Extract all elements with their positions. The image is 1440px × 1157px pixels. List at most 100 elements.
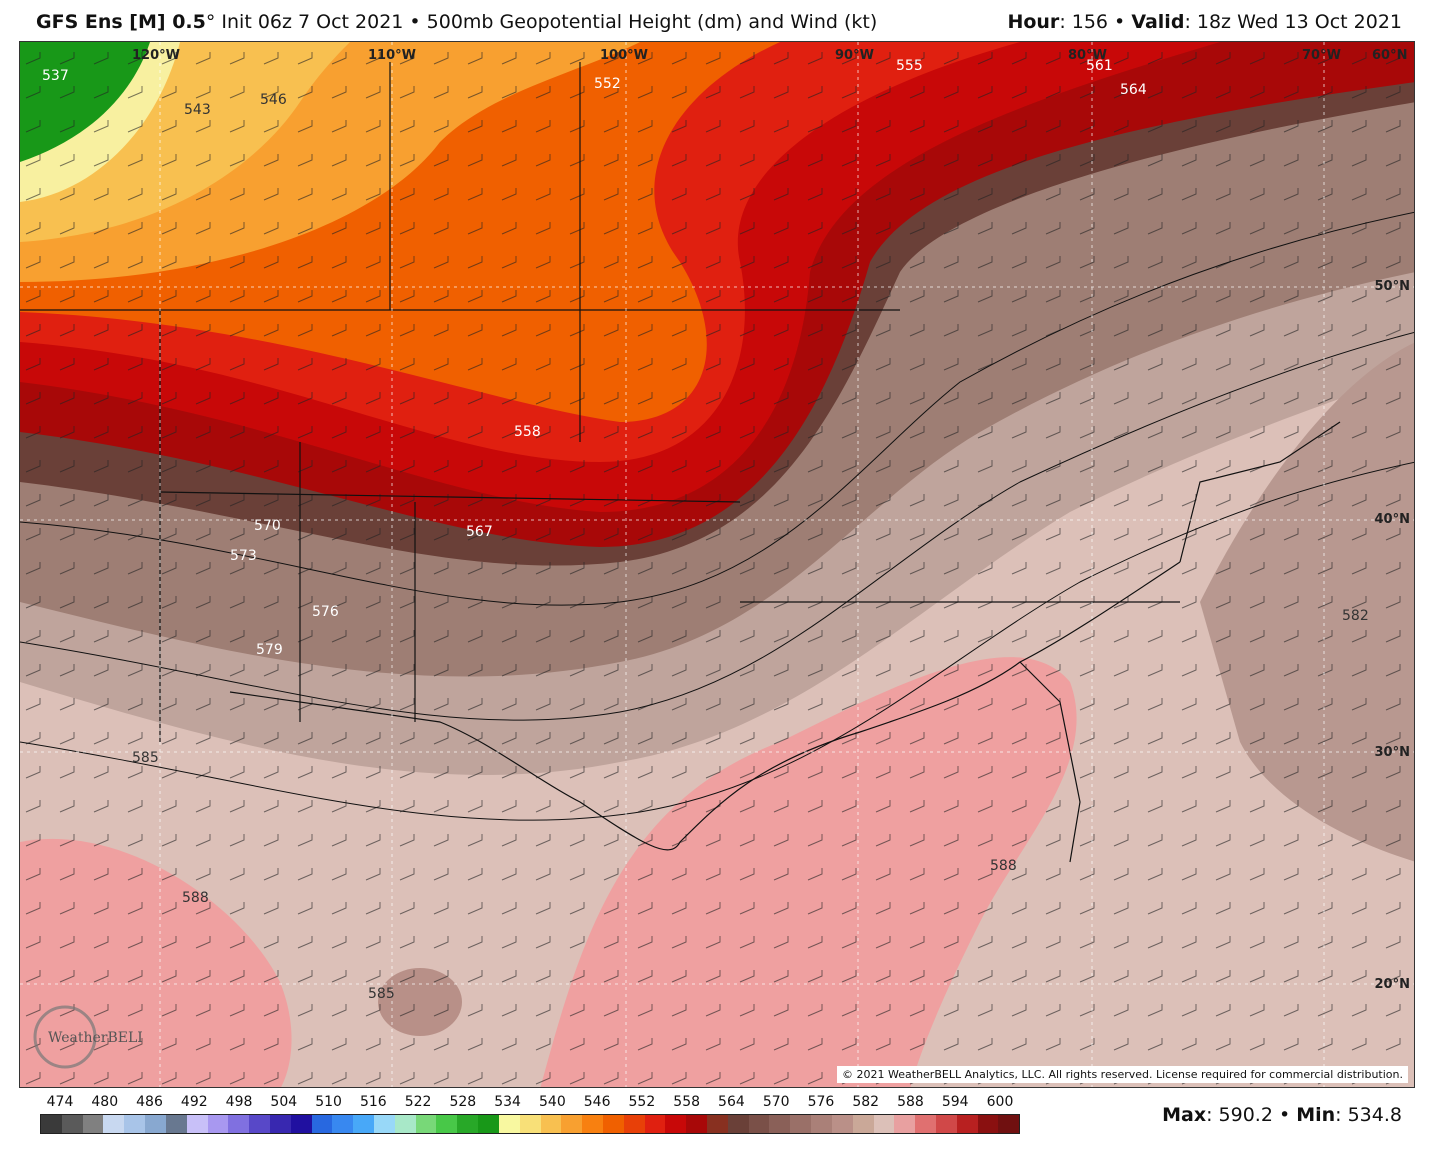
- legend-swatch: [561, 1115, 583, 1133]
- legend-swatch: [852, 1115, 874, 1133]
- legend-tick-label: 486: [136, 1094, 163, 1110]
- lat-label-50n: 50°N: [1374, 279, 1410, 294]
- hour-label: Hour: [1007, 11, 1060, 33]
- contour-label-588: 588: [182, 890, 209, 906]
- legend-swatch: [707, 1115, 728, 1133]
- lon-label-70w: 70°W: [1302, 48, 1341, 63]
- legend-swatch: [519, 1115, 541, 1133]
- model-name: GFS Ens [M] 0.5: [36, 11, 206, 33]
- valid-label: Valid: [1131, 11, 1185, 33]
- legend-swatch: [894, 1115, 916, 1133]
- legend-swatch: [727, 1115, 749, 1133]
- legend-tick-label: 552: [628, 1094, 656, 1110]
- legend-swatch: [498, 1115, 520, 1133]
- max-label: Max: [1162, 1104, 1207, 1126]
- legend-swatch: [540, 1115, 562, 1133]
- legend-swatch: [415, 1115, 437, 1133]
- legend-swatch: [602, 1115, 624, 1133]
- legend-swatch: [290, 1115, 312, 1133]
- contour-label-582: 582: [1342, 608, 1369, 624]
- wind-barbs: [20, 42, 1414, 1087]
- legend-swatch: [228, 1115, 250, 1133]
- legend-tick-label: 540: [539, 1094, 566, 1110]
- init-description: Init 06z 7 Oct 2021 • 500mb Geopotential…: [215, 11, 878, 33]
- legend-swatch: [686, 1115, 707, 1133]
- contour-label-567: 567: [466, 524, 493, 540]
- legend-tick-label: 492: [180, 1094, 208, 1110]
- legend-swatch: [311, 1115, 333, 1133]
- legend-tick-label: 600: [986, 1094, 1014, 1110]
- lat-label-30n: 30°N: [1374, 745, 1410, 760]
- legend-swatch: [165, 1115, 187, 1133]
- lat-label-40n: 40°N: [1374, 512, 1410, 527]
- legend-tick-label: 576: [807, 1094, 835, 1110]
- lon-label-100w: 100°W: [600, 48, 648, 63]
- contour-label-585: 585: [132, 750, 159, 766]
- lon-label-90w: 90°W: [835, 48, 874, 63]
- legend-tick-label: 582: [852, 1094, 880, 1110]
- legend-swatch: [353, 1115, 374, 1133]
- contour-label-573: 573: [230, 548, 257, 564]
- legend-tick-label: 564: [718, 1094, 745, 1110]
- legend-swatch: [207, 1115, 229, 1133]
- legend-tick-label: 534: [494, 1094, 521, 1110]
- contour-label-558: 558: [514, 424, 541, 440]
- legend-swatch: [457, 1115, 479, 1133]
- legend-tick-label: 522: [404, 1094, 432, 1110]
- copyright-notice: © 2021 WeatherBELL Analytics, LLC. All r…: [837, 1066, 1408, 1083]
- legend-tick-label: 474: [46, 1094, 74, 1110]
- legend-swatch: [956, 1115, 978, 1133]
- contour-label-546: 546: [260, 92, 287, 108]
- legend-swatch: [61, 1115, 83, 1133]
- legend-tick-label: 498: [225, 1094, 253, 1110]
- legend-tick-label: 588: [897, 1094, 924, 1110]
- legend-swatch: [977, 1115, 999, 1133]
- contour-label-576: 576: [312, 604, 339, 620]
- header-left: GFS Ens [M] 0.5° Init 06z 7 Oct 2021 • 5…: [36, 11, 877, 33]
- contour-label-555: 555: [896, 58, 923, 74]
- lon-label-60n: 60°N: [1372, 48, 1408, 63]
- legend-tick-label: 510: [315, 1094, 342, 1110]
- legend-swatch: [644, 1115, 666, 1133]
- legend-swatch: [186, 1115, 208, 1133]
- max-value: : 590.2 •: [1206, 1104, 1297, 1126]
- legend-swatch: [748, 1115, 770, 1133]
- graticule: [20, 42, 1414, 1087]
- degree-sign: °: [205, 11, 216, 33]
- valid-value: : 18z Wed 13 Oct 2021: [1184, 11, 1402, 33]
- color-legend: 474 480 486 492 498 504 510 516 522 528 534 540 546 5…: [40, 1094, 1020, 1138]
- legend-swatch: [145, 1115, 166, 1133]
- legend-swatch: [623, 1115, 645, 1133]
- legend-swatch: [103, 1115, 125, 1133]
- legend-swatch: [41, 1115, 62, 1133]
- legend-tick-label: 594: [941, 1094, 969, 1110]
- lon-label-110w: 110°W: [368, 48, 416, 63]
- map-header: GFS Ens [M] 0.5° Init 06z 7 Oct 2021 • 5…: [0, 0, 1440, 42]
- legend-tick-label: 504: [270, 1094, 298, 1110]
- legend-swatch: [478, 1115, 499, 1133]
- contour-label-585-mexico: 585: [368, 986, 395, 1002]
- legend-tick-label: 516: [359, 1094, 387, 1110]
- lon-label-80w: 80°W: [1068, 48, 1107, 63]
- min-value: : 534.8: [1335, 1104, 1402, 1126]
- contour-label-570: 570: [254, 518, 281, 534]
- weather-map[interactable]: 120°W 110°W 100°W 90°W 80°W 70°W 60°N 50…: [19, 41, 1415, 1088]
- contour-label-537: 537: [42, 68, 69, 84]
- legend-tick-label: 570: [762, 1094, 790, 1110]
- min-label: Min: [1296, 1104, 1336, 1126]
- legend-swatch: [332, 1115, 354, 1133]
- field-stats: Max: 590.2 • Min: 534.8: [1162, 1104, 1402, 1126]
- contour-lines: [20, 211, 1414, 821]
- legend-swatch: [790, 1115, 812, 1133]
- lon-label-120w: 120°W: [132, 48, 180, 63]
- legend-swatch: [269, 1115, 291, 1133]
- legend-tick-label: 480: [91, 1094, 119, 1110]
- political-borders: [20, 62, 1341, 863]
- header-right: Hour: 156 • Valid: 18z Wed 13 Oct 2021: [1007, 11, 1402, 33]
- contour-label-564: 564: [1120, 82, 1147, 98]
- contour-label-543: 543: [184, 102, 211, 118]
- legend-swatch: [873, 1115, 895, 1133]
- contour-label-552: 552: [594, 76, 621, 92]
- legend-swatch: [394, 1115, 416, 1133]
- legend-swatch: [249, 1115, 270, 1133]
